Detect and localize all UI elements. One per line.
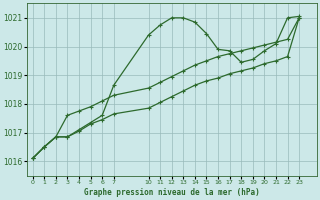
X-axis label: Graphe pression niveau de la mer (hPa): Graphe pression niveau de la mer (hPa)	[84, 188, 260, 197]
